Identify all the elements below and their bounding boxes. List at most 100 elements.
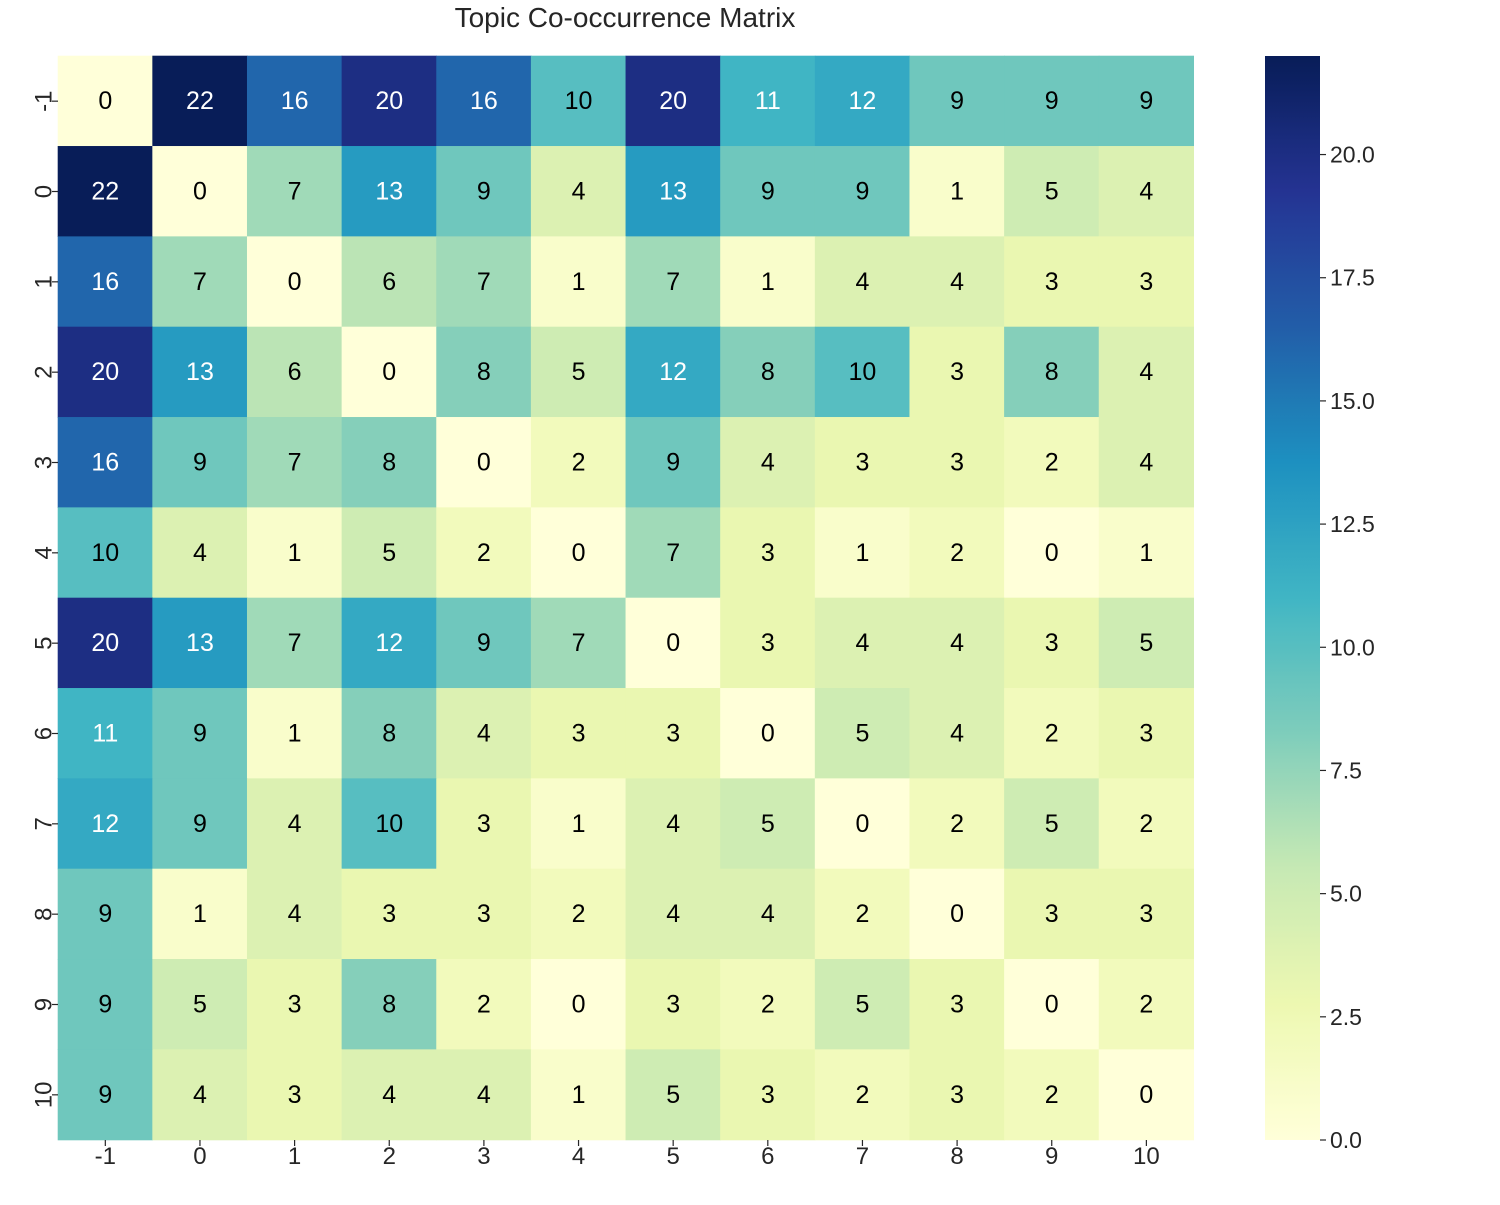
svg-text:2: 2	[950, 810, 964, 838]
svg-text:10: 10	[849, 358, 877, 386]
svg-text:2: 2	[761, 991, 775, 1019]
svg-text:5: 5	[666, 1081, 680, 1109]
svg-text:7: 7	[666, 539, 680, 567]
svg-text:3: 3	[950, 1081, 964, 1109]
svg-text:2: 2	[477, 991, 491, 1019]
svg-text:9: 9	[950, 87, 964, 115]
svg-text:4: 4	[477, 1081, 491, 1109]
svg-text:7: 7	[193, 268, 207, 296]
svg-text:20: 20	[91, 629, 119, 657]
svg-text:3: 3	[855, 449, 869, 477]
svg-text:0: 0	[572, 539, 586, 567]
svg-text:5: 5	[382, 539, 396, 567]
svg-text:2: 2	[855, 1081, 869, 1109]
svg-text:3: 3	[1045, 900, 1059, 928]
svg-text:5: 5	[193, 991, 207, 1019]
svg-text:8: 8	[477, 358, 491, 386]
svg-text:1: 1	[288, 1143, 301, 1170]
svg-text:2: 2	[1045, 449, 1059, 477]
svg-text:0: 0	[666, 629, 680, 657]
svg-text:20: 20	[659, 87, 687, 115]
svg-text:10.0: 10.0	[1330, 634, 1375, 660]
svg-text:5: 5	[761, 810, 775, 838]
svg-text:7: 7	[288, 178, 302, 206]
svg-text:4: 4	[855, 629, 869, 657]
svg-text:2: 2	[572, 449, 586, 477]
svg-text:13: 13	[186, 629, 214, 657]
svg-text:3: 3	[572, 720, 586, 748]
svg-text:22: 22	[91, 178, 119, 206]
svg-text:11: 11	[755, 87, 781, 115]
svg-text:22: 22	[186, 87, 214, 115]
svg-text:16: 16	[91, 449, 119, 477]
svg-text:-1: -1	[95, 1143, 116, 1170]
svg-text:4: 4	[193, 1081, 207, 1109]
svg-text:2: 2	[383, 1143, 396, 1170]
svg-text:16: 16	[91, 268, 119, 296]
svg-text:0: 0	[1045, 991, 1059, 1019]
svg-text:4: 4	[666, 810, 680, 838]
svg-text:3: 3	[761, 539, 775, 567]
svg-text:9: 9	[666, 449, 680, 477]
svg-text:0: 0	[193, 1143, 206, 1170]
svg-text:3: 3	[1045, 268, 1059, 296]
svg-text:0: 0	[193, 178, 207, 206]
svg-text:7: 7	[572, 629, 586, 657]
svg-text:4: 4	[193, 539, 207, 567]
svg-text:9: 9	[855, 178, 869, 206]
svg-text:4: 4	[950, 720, 964, 748]
svg-text:12: 12	[375, 629, 403, 657]
svg-text:8: 8	[761, 358, 775, 386]
svg-text:9: 9	[477, 178, 491, 206]
svg-text:0: 0	[477, 449, 491, 477]
svg-text:16: 16	[470, 87, 498, 115]
svg-text:2: 2	[1139, 991, 1153, 1019]
svg-text:0: 0	[572, 991, 586, 1019]
svg-text:1: 1	[761, 268, 775, 296]
svg-text:7: 7	[288, 629, 302, 657]
svg-text:0: 0	[1045, 539, 1059, 567]
svg-text:7: 7	[666, 268, 680, 296]
svg-text:0: 0	[950, 900, 964, 928]
svg-text:17.5: 17.5	[1330, 265, 1375, 291]
svg-text:3: 3	[950, 991, 964, 1019]
svg-text:4: 4	[761, 900, 775, 928]
svg-text:4: 4	[477, 720, 491, 748]
svg-text:1: 1	[288, 720, 302, 748]
svg-text:9: 9	[1045, 87, 1059, 115]
svg-text:13: 13	[186, 358, 214, 386]
svg-text:3: 3	[477, 900, 491, 928]
svg-text:9: 9	[761, 178, 775, 206]
svg-text:1: 1	[572, 1081, 586, 1109]
svg-text:4: 4	[855, 268, 869, 296]
svg-text:6: 6	[288, 358, 302, 386]
svg-text:5: 5	[855, 720, 869, 748]
svg-text:4: 4	[1139, 358, 1153, 386]
svg-text:2: 2	[572, 900, 586, 928]
svg-text:3: 3	[950, 449, 964, 477]
svg-text:8: 8	[1045, 358, 1059, 386]
svg-text:16: 16	[281, 87, 309, 115]
svg-text:20.0: 20.0	[1330, 142, 1375, 168]
svg-text:2: 2	[477, 539, 491, 567]
svg-text:7: 7	[856, 1143, 869, 1170]
svg-text:12: 12	[91, 810, 119, 838]
svg-text:9: 9	[98, 900, 112, 928]
svg-text:12: 12	[659, 358, 687, 386]
svg-text:9: 9	[477, 629, 491, 657]
svg-text:8: 8	[382, 720, 396, 748]
svg-text:8: 8	[950, 1143, 963, 1170]
svg-text:12: 12	[849, 87, 877, 115]
svg-text:4: 4	[950, 629, 964, 657]
svg-text:2: 2	[855, 900, 869, 928]
svg-text:3: 3	[666, 720, 680, 748]
svg-text:1: 1	[572, 268, 586, 296]
svg-text:3: 3	[1139, 268, 1153, 296]
svg-text:0: 0	[855, 810, 869, 838]
svg-text:3: 3	[288, 1081, 302, 1109]
svg-text:4: 4	[1139, 449, 1153, 477]
svg-text:7: 7	[477, 268, 491, 296]
svg-text:3: 3	[950, 358, 964, 386]
svg-text:8: 8	[382, 449, 396, 477]
svg-text:13: 13	[659, 178, 687, 206]
